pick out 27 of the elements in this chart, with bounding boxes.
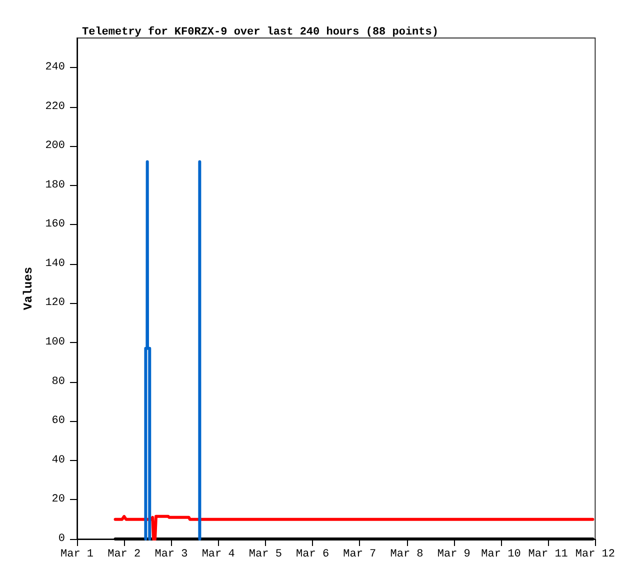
x-tick-label: Mar 2 xyxy=(108,548,141,560)
y-tick-label: 140 xyxy=(45,258,65,270)
y-tick-label: 120 xyxy=(45,297,65,310)
chart-title: Telemetry for KF0RZX-9 over last 240 hours (88 points) xyxy=(82,26,438,38)
x-tick-label: Mar 3 xyxy=(154,548,188,560)
x-tick-label: Mar 1 xyxy=(60,548,94,560)
y-tick-label: 20 xyxy=(52,494,65,506)
x-tick-label: Mar 10 xyxy=(481,548,521,560)
x-tick-label: Mar 11 xyxy=(528,548,568,560)
y-tick-label: 40 xyxy=(52,454,65,466)
x-tick-label: Mar 5 xyxy=(248,548,282,560)
y-tick-label: 240 xyxy=(45,61,65,74)
x-tick-label: Mar 8 xyxy=(390,548,424,560)
y-tick-label: 180 xyxy=(45,179,65,192)
x-tick-label: Mar 9 xyxy=(437,548,470,560)
y-tick-label: 100 xyxy=(45,336,65,349)
x-tick-label: Mar 6 xyxy=(296,548,330,560)
y-tick-label: 60 xyxy=(52,415,65,428)
x-tick-label: Mar 4 xyxy=(202,548,236,560)
x-tick-label: Mar 7 xyxy=(343,548,376,560)
y-tick-label: 220 xyxy=(45,100,65,113)
y-tick-label: 200 xyxy=(45,140,65,152)
x-tick-label: Mar 12 xyxy=(575,548,615,560)
y-axis-title: Values xyxy=(21,266,36,310)
y-tick-label: 80 xyxy=(52,376,65,388)
y-tick-label: 160 xyxy=(45,218,65,231)
y-tick-label: 0 xyxy=(58,533,65,545)
